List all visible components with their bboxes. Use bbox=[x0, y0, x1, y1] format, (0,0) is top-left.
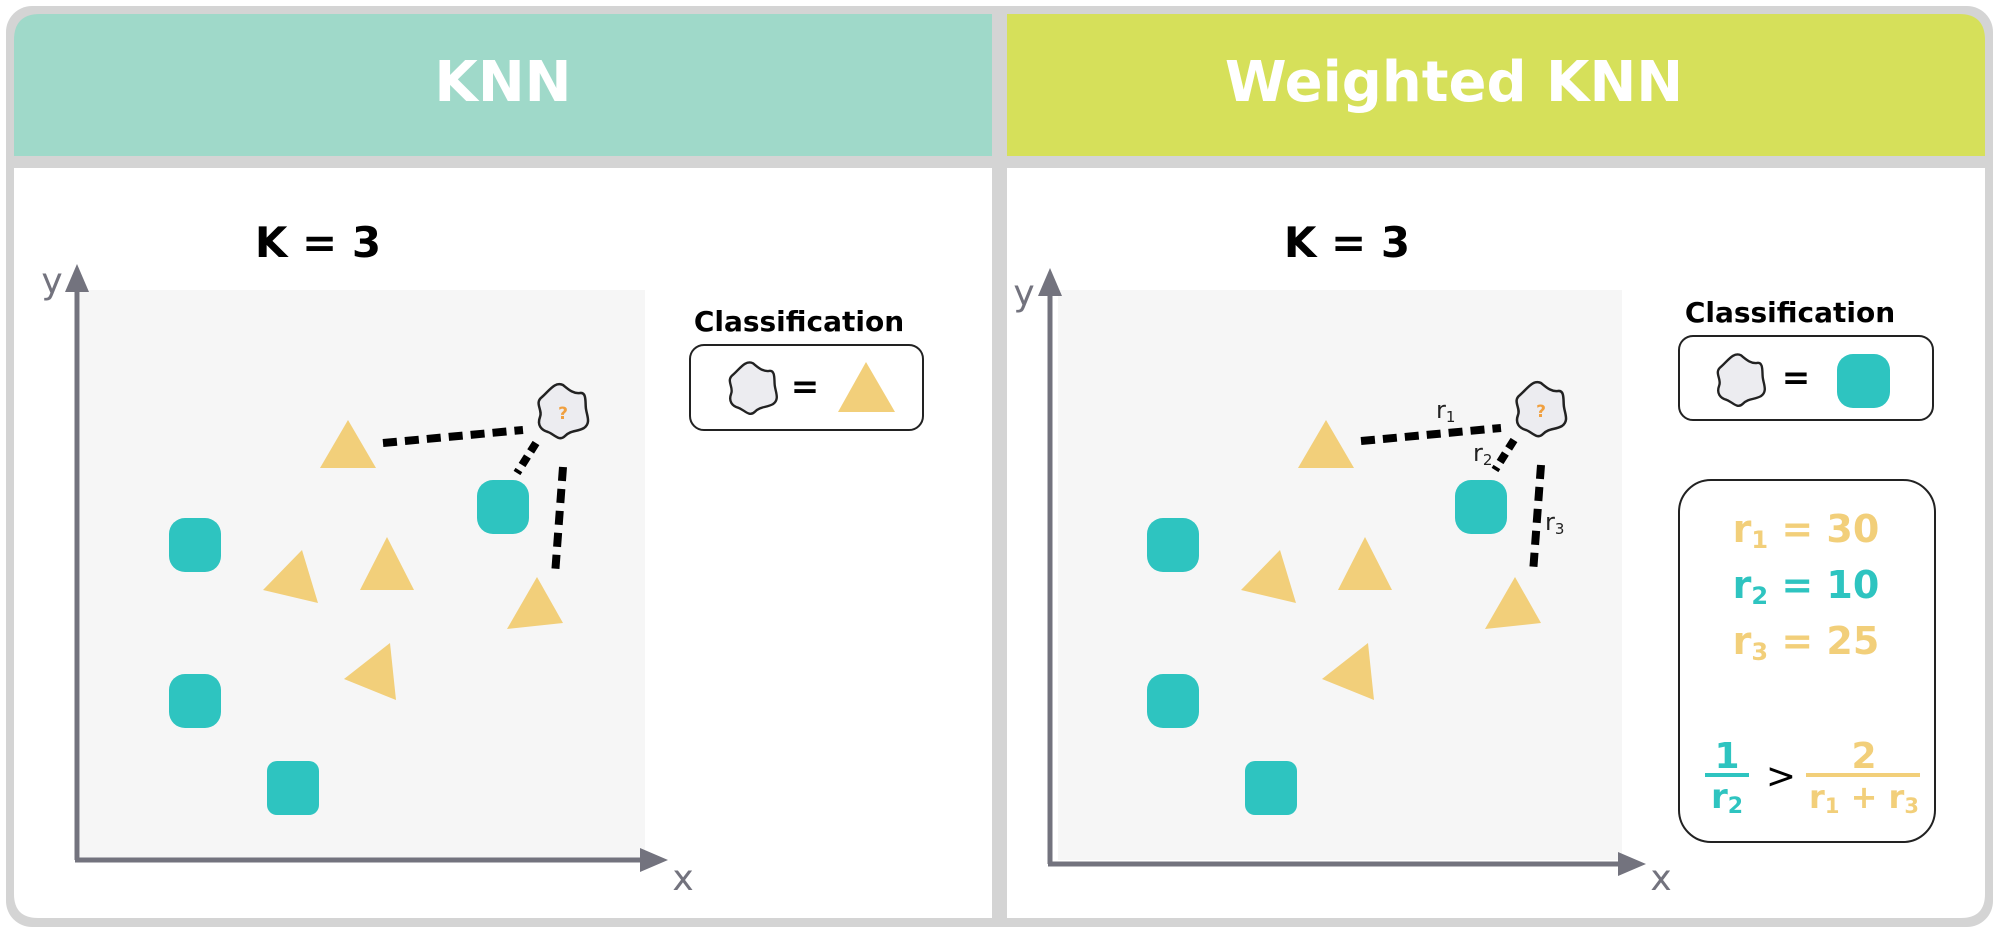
class-b-point bbox=[1485, 577, 1541, 629]
weighting-formula: 1 r2 > 2 r1 + r3 bbox=[1705, 736, 1920, 819]
x-axis-label: x bbox=[1650, 858, 1671, 899]
distance-line-2 bbox=[1491, 437, 1518, 473]
formula-left-denominator: r2 bbox=[1711, 777, 1743, 819]
plot-area bbox=[1058, 290, 1622, 860]
formula-left-numerator: 1 bbox=[1714, 736, 1739, 777]
distance-value-r1: r1 = 30 bbox=[1733, 507, 1880, 554]
y-axis-arrow-icon bbox=[65, 264, 89, 292]
distance-line-1 bbox=[382, 426, 524, 447]
class-a-point bbox=[169, 674, 221, 728]
query-point: ? bbox=[1515, 380, 1568, 438]
class-b-point bbox=[263, 550, 318, 603]
query-point-icon bbox=[728, 361, 778, 416]
class-b-point bbox=[507, 577, 563, 629]
class-b-point bbox=[1322, 643, 1374, 700]
class-a-point bbox=[1147, 518, 1199, 572]
x-axis-arrow-icon bbox=[640, 848, 668, 872]
class-a-point bbox=[1245, 761, 1297, 815]
class-b-point bbox=[344, 643, 396, 700]
k-label: K = 3 bbox=[1284, 218, 1410, 267]
distance-label-r2: r2 bbox=[1473, 439, 1492, 469]
class-a-point bbox=[1147, 674, 1199, 728]
class-a-point bbox=[1455, 480, 1507, 534]
distance-line-3 bbox=[551, 466, 567, 576]
query-mark: ? bbox=[1536, 402, 1546, 422]
formula-operator: > bbox=[1766, 756, 1796, 797]
class-a-point bbox=[169, 518, 221, 572]
class-a-result-icon bbox=[1837, 354, 1890, 408]
weighted-knn-header-title: Weighted KNN bbox=[1225, 50, 1683, 115]
query-point: ? bbox=[537, 382, 590, 440]
plot-area bbox=[80, 290, 645, 860]
class-b-point bbox=[360, 537, 414, 590]
weighted-knn-header bbox=[1007, 14, 1985, 156]
class-b-point bbox=[1298, 420, 1354, 468]
distances-box bbox=[1678, 479, 1936, 843]
distance-label-r1: r1 bbox=[1436, 396, 1455, 426]
y-axis-label: y bbox=[41, 261, 62, 302]
equals-sign: = bbox=[791, 367, 820, 407]
knn-header-title: KNN bbox=[434, 50, 571, 115]
distance-line-1 bbox=[1360, 424, 1502, 445]
class-b-point bbox=[1241, 550, 1296, 603]
distance-value-r3: r3 = 25 bbox=[1733, 619, 1880, 666]
equals-sign: = bbox=[1782, 358, 1811, 398]
distance-line-3 bbox=[1529, 464, 1545, 574]
y-axis-label: y bbox=[1013, 273, 1034, 314]
class-b-result-icon bbox=[838, 362, 895, 412]
class-b-point bbox=[1338, 537, 1392, 590]
class-a-point bbox=[477, 480, 529, 534]
class-a-point bbox=[267, 761, 319, 815]
formula-right-numerator: 2 bbox=[1851, 736, 1876, 777]
distance-line-2 bbox=[513, 440, 540, 476]
k-label: K = 3 bbox=[255, 218, 381, 267]
query-mark: ? bbox=[558, 404, 568, 424]
classification-title: Classification bbox=[1685, 296, 1895, 329]
distance-label-r3: r3 bbox=[1545, 508, 1564, 538]
classification-title: Classification bbox=[694, 305, 904, 338]
x-axis-label: x bbox=[672, 858, 693, 899]
x-axis-arrow-icon bbox=[1618, 852, 1646, 876]
knn-header bbox=[14, 14, 992, 156]
formula-right-denominator: r1 + r3 bbox=[1809, 778, 1919, 818]
weighted-knn-content: K = 3 y x r1 r2 r3 ? Clas bbox=[1013, 218, 1936, 899]
distance-value-r2: r2 = 10 bbox=[1733, 563, 1880, 610]
class-b-point bbox=[320, 420, 376, 468]
query-point-icon bbox=[1716, 353, 1766, 408]
y-axis-arrow-icon bbox=[1038, 268, 1062, 296]
knn-content: K = 3 y x ? Classification bbox=[41, 218, 924, 899]
